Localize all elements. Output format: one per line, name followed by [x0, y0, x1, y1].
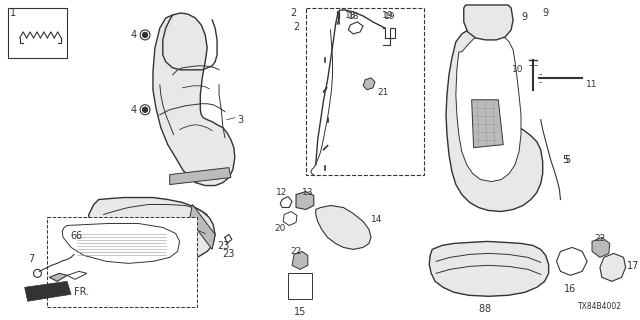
Polygon shape [446, 28, 543, 212]
Polygon shape [464, 5, 513, 40]
Polygon shape [153, 13, 235, 186]
Text: 8: 8 [479, 304, 484, 314]
Polygon shape [306, 8, 424, 175]
Text: 13: 13 [302, 188, 314, 196]
Text: 15: 15 [294, 307, 306, 317]
Text: FR.: FR. [74, 287, 89, 297]
Text: 18: 18 [344, 11, 356, 20]
Polygon shape [170, 168, 231, 185]
Text: 14: 14 [371, 215, 382, 225]
Text: 5: 5 [563, 155, 569, 164]
Polygon shape [89, 197, 215, 263]
Text: 11: 11 [586, 80, 598, 89]
Text: 10: 10 [511, 65, 523, 74]
Text: TX84B4002: TX84B4002 [578, 302, 621, 311]
Text: 17: 17 [627, 261, 639, 271]
Polygon shape [189, 204, 215, 249]
Text: 21: 21 [377, 88, 388, 97]
Polygon shape [316, 205, 371, 249]
Text: 22: 22 [291, 247, 301, 256]
Text: 18: 18 [348, 12, 359, 21]
Text: 23: 23 [217, 241, 229, 252]
Polygon shape [429, 241, 548, 296]
Text: 2: 2 [294, 22, 300, 32]
Text: 6: 6 [76, 231, 82, 242]
Text: 7: 7 [28, 254, 35, 264]
Polygon shape [292, 252, 308, 269]
Polygon shape [363, 78, 375, 90]
Text: 4: 4 [130, 30, 136, 40]
Circle shape [143, 107, 147, 112]
Text: 6: 6 [71, 231, 77, 242]
Polygon shape [49, 273, 67, 281]
Polygon shape [472, 100, 503, 148]
Text: 9: 9 [521, 12, 527, 22]
Polygon shape [456, 34, 521, 181]
Text: 1: 1 [10, 8, 16, 18]
Text: 19: 19 [382, 11, 394, 20]
Circle shape [143, 32, 147, 37]
Text: 5: 5 [564, 155, 571, 164]
Polygon shape [288, 273, 312, 299]
Text: 4: 4 [130, 105, 136, 115]
Text: 12: 12 [276, 188, 287, 196]
Text: 9: 9 [543, 8, 549, 18]
Polygon shape [592, 237, 610, 257]
Polygon shape [25, 281, 71, 301]
Polygon shape [296, 192, 314, 210]
Text: 19: 19 [384, 12, 396, 21]
Text: 20: 20 [275, 224, 286, 234]
Polygon shape [8, 8, 67, 58]
Polygon shape [47, 218, 197, 307]
Text: 8: 8 [484, 304, 490, 314]
Polygon shape [600, 253, 625, 281]
Text: 23: 23 [223, 249, 235, 260]
Text: 2: 2 [290, 8, 296, 18]
Text: 22: 22 [595, 235, 605, 244]
Text: 16: 16 [564, 284, 577, 294]
Text: 3: 3 [237, 115, 243, 125]
